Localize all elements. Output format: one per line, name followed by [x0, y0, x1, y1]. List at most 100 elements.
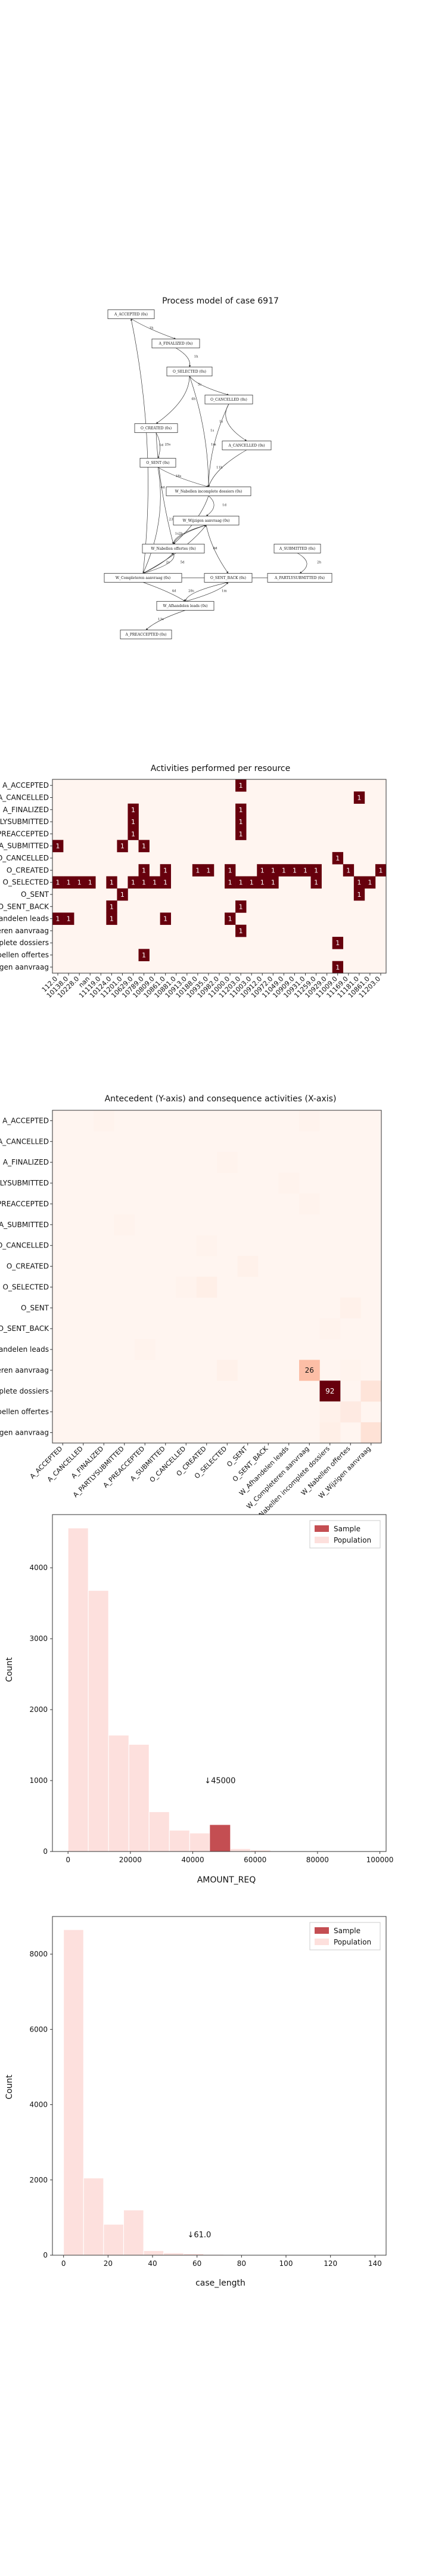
process-node-label: W_Wijzigen aanvraag (0s): [182, 519, 229, 523]
heatmap-cell-label: 1: [163, 915, 167, 923]
process-node-label: A_PARTLYSUBMITTED (0s): [274, 576, 325, 580]
population-bar: [67, 1528, 89, 1852]
heatmap-cell: [299, 1193, 320, 1215]
heatmap-cell: [160, 864, 172, 877]
heatmap-cell: [106, 900, 117, 913]
process-edge-label: 4d: [161, 486, 165, 490]
heatmap-cell-label: 1: [142, 952, 146, 959]
legend-swatch-sample: [315, 1927, 329, 1934]
process-edge: [207, 404, 229, 487]
process-edge: [130, 318, 148, 574]
heatmap-cell: [257, 864, 268, 877]
heatmap-cell: [340, 1297, 361, 1319]
heatmap-cell-label: 1: [56, 843, 60, 850]
heatmap-cell: [217, 1151, 238, 1173]
heatmap-cell: [353, 791, 365, 804]
heatmap-cell: [63, 912, 74, 925]
heatmap-row-label: W_Afhandelen leads: [0, 915, 49, 923]
length-histogram-ylabel: Count: [5, 2075, 14, 2100]
process-node-label: W_Completeren aanvraag (0s): [116, 576, 170, 580]
legend-label-sample: Sample: [334, 1927, 360, 1935]
amount-histogram-chart: 0 20000 40000 60000 80000 100000 0 1000 2000 3000…: [5, 1514, 393, 1885]
heatmap-cell: [225, 912, 236, 925]
process-node-label: A_SUBMITTED (0s): [279, 547, 315, 551]
heatmap-cell-label: 1: [260, 879, 265, 887]
heatmap-row-label: A_FINALIZED: [3, 806, 49, 814]
heatmap-cell-label: 1: [195, 866, 200, 874]
histogram-frame: [52, 1514, 387, 1852]
heatmap-cell: [225, 864, 236, 877]
histogram-y-tick-label: 2000: [29, 2176, 48, 2184]
heatmap-cell: [235, 803, 247, 816]
amount-histogram-ylabel: Count: [5, 1657, 14, 1682]
heatmap-cell-label: 1: [56, 915, 60, 923]
heatmap-cell: [289, 864, 300, 877]
process-edge: [156, 432, 174, 544]
heatmap-cell-label: 1: [250, 879, 254, 887]
histogram-y-tick-label: 2000: [29, 1705, 48, 1714]
heatmap-row-label: A_PREACCEPTED: [0, 1200, 49, 1208]
process-model-title: Process model of case 6917: [162, 296, 279, 306]
histogram-x-tick-label: 40: [148, 2259, 157, 2268]
heatmap-cell-label: 1: [163, 866, 167, 874]
process-node-label: W_Nabellen offertes (0s): [151, 547, 195, 551]
heatmap-cell-label: 1: [131, 879, 135, 887]
process-node: A_SUBMITTED (0s): [273, 544, 321, 553]
heatmap-cell-label: 1: [88, 879, 92, 887]
process-node-box: [166, 487, 251, 496]
process-edge-label: 5d: [181, 561, 185, 565]
legend-label-population: Population: [334, 1938, 371, 1946]
heatmap-col-label: O_CANCELLED: [148, 1445, 188, 1484]
heatmap-row-label: A_CANCELLED: [0, 1137, 49, 1145]
heatmap-cell-label: 1: [131, 818, 135, 826]
heatmap-cell: [94, 1110, 114, 1132]
process-edge-label: 1m: [211, 443, 216, 447]
heatmap-row-label: O_SENT: [21, 890, 49, 899]
heatmap-cell: [160, 876, 172, 889]
heatmap-cell: [375, 864, 387, 877]
heatmap-cell-label: 1: [110, 915, 114, 923]
resource-heatmap-title: Activities performed per resource: [151, 764, 290, 773]
heatmap-row-label: A_PREACCEPTED: [0, 829, 49, 838]
population-bar: [189, 1832, 210, 1852]
amount-histogram-plot: 0 20000 40000 60000 80000 100000 0 1000 2000 3000…: [29, 1514, 393, 1864]
heatmap-row-label: W_Nabellen offertes: [0, 951, 49, 959]
heatmap-row-label: A_CANCELLED: [0, 793, 49, 801]
legend-swatch-population: [315, 1537, 329, 1543]
heatmap-cell-label: 1: [67, 879, 71, 887]
heatmap-row-label: A_SUBMITTED: [0, 842, 49, 850]
process-edge-label: 4d: [172, 590, 176, 593]
heatmap-cell-label: 1: [293, 866, 297, 874]
heatmap-cell: [364, 876, 376, 889]
process-edge: [142, 553, 175, 574]
heatmap-cell: [176, 1277, 197, 1298]
process-edge-label: 2s: [166, 561, 170, 565]
heatmap-cell: [196, 1235, 217, 1256]
histogram-y-tick-label: 6000: [29, 2025, 48, 2033]
heatmap-cell: [235, 815, 247, 828]
process-node-box: [204, 395, 253, 404]
histogram-x-tick-label: 60000: [244, 1856, 266, 1864]
heatmap-cell-label: 1: [314, 879, 318, 887]
process-node-label: W_Afhandelen leads (0s): [163, 604, 207, 608]
heatmap-row-label: A_ACCEPTED: [2, 781, 49, 789]
heatmap-cell: [138, 840, 150, 853]
histogram-x-tick-label: 100: [279, 2259, 293, 2268]
heatmap-cell-label: 1: [357, 891, 361, 899]
heatmap-cell: [319, 1318, 341, 1339]
process-node-box: [273, 544, 321, 553]
histogram-annotation: ↓61.0: [187, 2231, 211, 2240]
process-edge: [142, 582, 186, 602]
process-edge-label: 5s: [198, 383, 201, 387]
heatmap-row-label: O_CANCELLED: [0, 854, 49, 862]
heatmap-cell: [138, 864, 150, 877]
process-edge: [156, 376, 190, 424]
process-node: A_PREACCEPTED (0s): [120, 630, 172, 639]
heatmap-cell-label: 1: [228, 915, 232, 923]
process-edge: [206, 525, 229, 574]
heatmap-cell: [52, 876, 64, 889]
histogram-x-tick-label: 20000: [119, 1856, 142, 1864]
histogram-background: [52, 1916, 386, 2255]
process-edge: [173, 524, 207, 544]
heatmap-cell: [63, 876, 74, 889]
